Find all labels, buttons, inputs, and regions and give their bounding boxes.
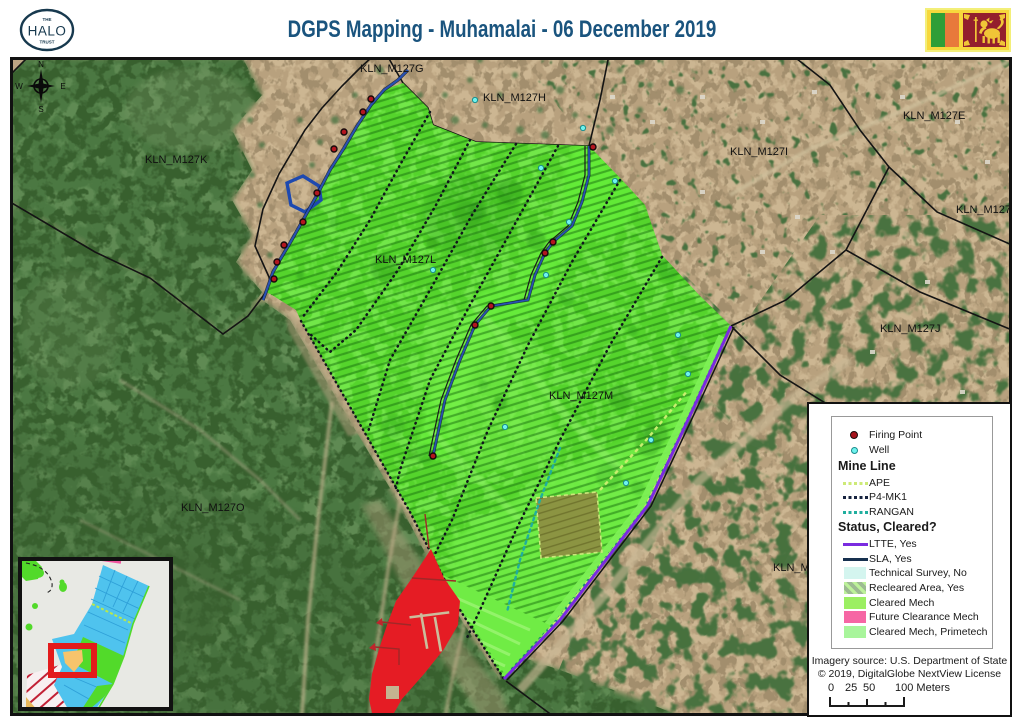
svg-text:KLN_M127H: KLN_M127H xyxy=(483,92,546,104)
svg-text:KLN_M127L: KLN_M127L xyxy=(375,254,436,266)
svg-text:KLN_M127E: KLN_M127E xyxy=(903,110,965,122)
svg-text:W: W xyxy=(15,82,23,91)
svg-text:KLN_M127J: KLN_M127J xyxy=(880,323,941,335)
svg-text:KLN_M127G: KLN_M127G xyxy=(360,63,424,75)
svg-text:KLN_M127I: KLN_M127I xyxy=(730,146,788,158)
svg-text:THE: THE xyxy=(43,17,52,22)
svg-text:KLN_M: KLN_M xyxy=(773,562,810,574)
svg-text:TRUST: TRUST xyxy=(40,40,55,45)
svg-text:KLN_M127O: KLN_M127O xyxy=(181,502,245,514)
svg-text:E: E xyxy=(60,82,65,91)
svg-text:KLN_M127F: KLN_M127F xyxy=(956,204,1012,216)
svg-text:N: N xyxy=(38,60,44,69)
svg-text:S: S xyxy=(38,105,43,114)
svg-text:KLN_M127M: KLN_M127M xyxy=(549,390,613,402)
svg-text:KLN_M127K: KLN_M127K xyxy=(145,154,208,166)
svg-text:HALO: HALO xyxy=(28,24,67,39)
